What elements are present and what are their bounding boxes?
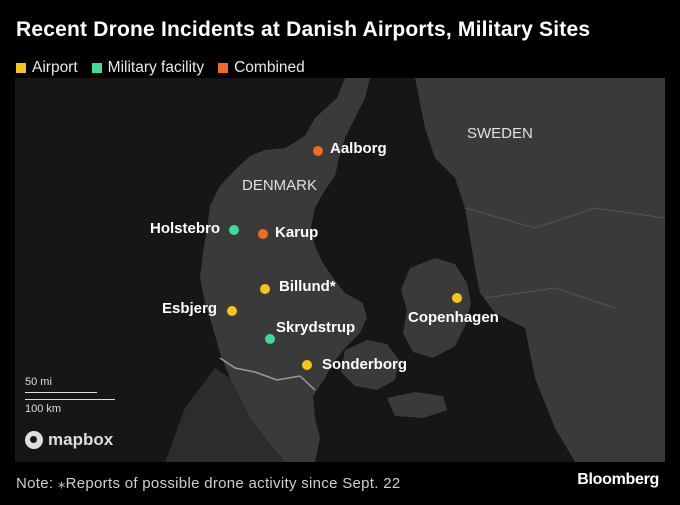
label-esbjerg: Esbjerg: [162, 300, 218, 317]
legend-item-combined: Combined: [218, 59, 305, 77]
scale-km-line: [25, 399, 115, 400]
legend-item-airport: Airport: [16, 59, 78, 77]
germany-landmass: [165, 368, 285, 462]
marker-esbjerg[interactable]: [227, 306, 237, 316]
marker-billund[interactable]: [260, 284, 270, 294]
map-panel[interactable]: DENMARK SWEDEN Aalborg Holstebro Karup B…: [15, 78, 665, 462]
jutland-landmass: [200, 78, 370, 462]
legend-label-airport: Airport: [32, 59, 78, 76]
legend-item-military: Military facility: [91, 59, 205, 77]
marker-holstebro[interactable]: [229, 225, 239, 235]
sweden-region-line: [464, 207, 665, 229]
funen-landmass: [341, 340, 399, 390]
lolland-landmass: [387, 392, 447, 418]
scale-miles-line: [25, 392, 97, 393]
label-skrydstrup: Skrydstrup: [276, 319, 356, 336]
legend: Airport Military facility Combined: [16, 59, 305, 77]
label-aalborg: Aalborg: [330, 140, 387, 157]
label-karup: Karup: [275, 224, 319, 241]
legend-swatch-airport: [16, 63, 26, 73]
mapbox-logo-icon: [25, 431, 43, 449]
scale-miles-label: 50 mi: [25, 376, 52, 388]
country-label-sweden: SWEDEN: [467, 125, 533, 142]
scale-km-label: 100 km: [25, 403, 62, 415]
footnote: Note: ⁎Reports of possible drone activit…: [16, 475, 401, 492]
border-line: [219, 357, 316, 391]
legend-label-combined: Combined: [234, 59, 305, 76]
sweden-region-line-2: [484, 287, 616, 309]
zealand-landmass: [401, 258, 471, 358]
mapbox-label: mapbox: [48, 430, 114, 449]
map-basemap: [165, 78, 665, 462]
label-holstebro: Holstebro: [150, 220, 221, 237]
marker-karup[interactable]: [258, 229, 268, 239]
bloomberg-logo: Bloomberg: [577, 471, 659, 488]
label-billund: Billund*: [279, 278, 336, 295]
legend-label-military: Military facility: [107, 59, 205, 76]
marker-skrydstrup[interactable]: [265, 334, 275, 344]
marker-sonderborg[interactable]: [302, 360, 312, 370]
sweden-landmass: [415, 78, 665, 462]
legend-swatch-combined: [218, 63, 229, 73]
mapbox-attribution[interactable]: mapbox: [25, 430, 113, 450]
chart-title: Recent Drone Incidents at Danish Airport…: [16, 18, 591, 41]
marker-copenhagen[interactable]: [452, 293, 462, 303]
marker-aalborg[interactable]: [313, 146, 323, 156]
label-copenhagen: Copenhagen: [408, 309, 499, 326]
label-sonderborg: Sonderborg: [322, 356, 407, 373]
legend-swatch-military: [91, 63, 102, 73]
country-label-denmark: DENMARK: [242, 177, 318, 194]
